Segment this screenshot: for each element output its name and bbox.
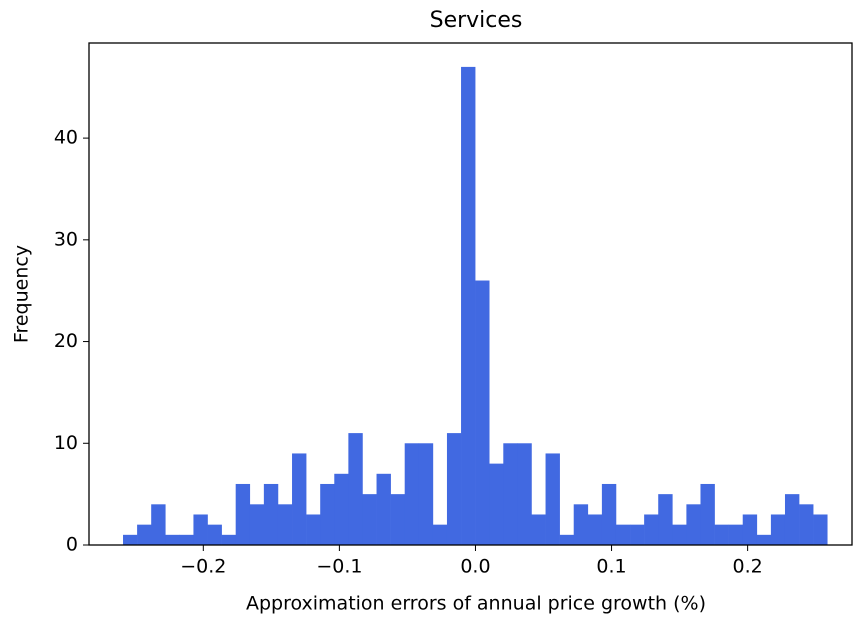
bar (559, 534, 575, 545)
bar (235, 483, 251, 545)
bar (615, 524, 631, 545)
plot-frame (88, 42, 853, 546)
bar (151, 504, 166, 545)
bar (404, 443, 420, 545)
bar (179, 534, 194, 545)
bar (475, 280, 490, 545)
bar (207, 524, 222, 545)
bar (320, 483, 335, 545)
bar (249, 504, 265, 545)
bar (799, 504, 814, 545)
bar (700, 483, 715, 545)
bar (461, 66, 476, 546)
bar (517, 443, 532, 545)
bar (165, 534, 180, 545)
bar (489, 463, 504, 545)
y-tick-label: 40 (54, 127, 78, 149)
bar (672, 524, 687, 545)
chart-title: Services (430, 8, 523, 33)
bar (573, 504, 589, 545)
bar (362, 494, 377, 545)
bar (277, 504, 293, 545)
y-axis-label: Frequency (11, 245, 33, 343)
y-tick-label: 30 (54, 228, 78, 250)
bar (686, 504, 701, 545)
bar (770, 514, 786, 545)
x-tick-label: 0.2 (733, 556, 763, 578)
bar (376, 473, 391, 545)
bar (334, 473, 349, 545)
y-tick-label: 0 (66, 534, 78, 556)
y-tick-label: 10 (54, 432, 78, 454)
x-axis-label: Approximation errors of annual price gro… (246, 593, 706, 615)
bar (221, 534, 236, 545)
x-tick-label: −0.2 (180, 556, 226, 578)
bar (545, 453, 560, 545)
bar (630, 524, 645, 545)
bar (418, 443, 434, 545)
bar (587, 514, 603, 545)
x-tick-label: −0.1 (316, 556, 362, 578)
bar (503, 443, 518, 545)
x-tick-label: 0.1 (596, 556, 626, 578)
bar (784, 494, 800, 545)
bar (123, 534, 138, 545)
bar (601, 483, 617, 545)
bar (390, 494, 406, 545)
x-tick-label: 0.0 (460, 556, 490, 578)
y-tick-label: 20 (54, 330, 78, 352)
bar (292, 453, 307, 545)
bar (446, 433, 462, 545)
bar (658, 494, 673, 545)
bar (813, 514, 828, 545)
bar (531, 514, 546, 545)
bar (742, 514, 758, 545)
bar (348, 433, 363, 545)
bar (432, 524, 448, 545)
bar (193, 514, 208, 545)
bar (728, 524, 744, 545)
bar (644, 514, 659, 545)
bar (306, 514, 321, 545)
bar (714, 524, 729, 545)
bar (756, 534, 772, 545)
bar (137, 524, 152, 545)
bar (263, 483, 279, 545)
